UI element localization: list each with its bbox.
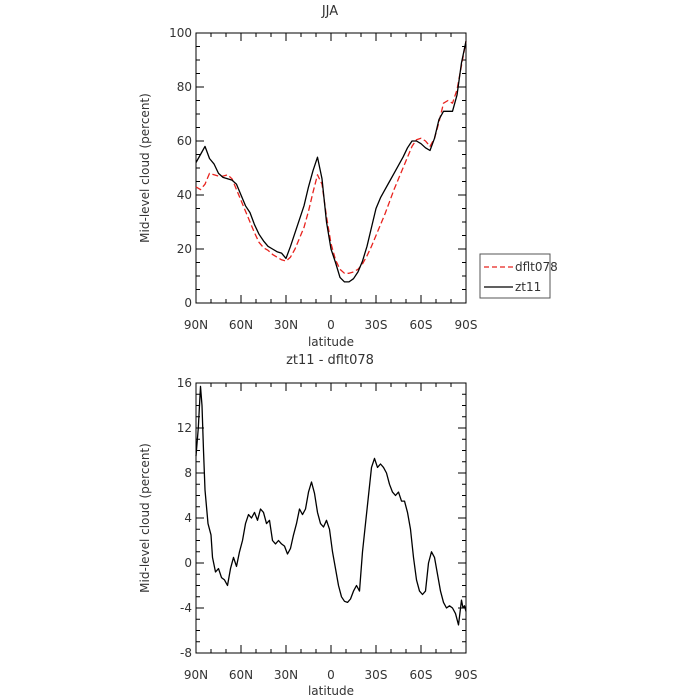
top-chart-x-tick-label: 0 <box>327 318 335 332</box>
bottom-chart-y-axis-label: Mid-level cloud (percent) <box>138 443 152 593</box>
bottom-chart-y-tick-label: 4 <box>184 511 192 525</box>
top-chart-x-tick-label: 30N <box>274 318 298 332</box>
top-chart-x-tick-label: 60S <box>410 318 433 332</box>
bottom-chart-y-tick-label: 0 <box>184 556 192 570</box>
top-chart-x-tick-label: 30S <box>365 318 388 332</box>
top-chart-title: JJA <box>321 4 338 19</box>
bottom-chart-y-tick-label: -4 <box>180 601 192 615</box>
bottom-chart-y-tick-labels: -8 -4 0 4 8 12 16 <box>177 376 192 660</box>
bottom-chart-plot-frame <box>195 382 467 654</box>
top-chart-x-tick-label: 90N <box>184 318 208 332</box>
bottom-chart-y-tick-label: 16 <box>177 376 192 390</box>
top-chart-tick-marks <box>195 32 467 304</box>
bottom-chart-x-axis-label: latitude <box>308 684 354 698</box>
bottom-chart-x-tick-label: 60S <box>410 668 433 682</box>
top-chart-series <box>195 40 467 283</box>
top-chart: JJA 0 20 40 60 80 100 90N 60N 30N 0 30S 60S 90S lat… <box>138 4 558 349</box>
legend-box <box>479 253 551 299</box>
bottom-chart-x-tick-labels: 90N 60N 30N 0 30S 60S 90S <box>184 668 478 682</box>
bottom-chart-y-tick-label: -8 <box>180 646 192 660</box>
bottom-chart: zt11 - dflt078 -8 -4 0 4 8 12 16 90N 60N 30N 0 30S… <box>138 353 477 698</box>
bottom-chart-x-tick-label: 90N <box>184 668 208 682</box>
top-chart-series-line-dflt078 <box>195 40 467 274</box>
bottom-chart-x-tick-label: 60N <box>229 668 253 682</box>
bottom-chart-y-tick-label: 12 <box>177 421 192 435</box>
top-chart-x-tick-label: 60N <box>229 318 253 332</box>
top-chart-y-tick-label: 80 <box>177 80 192 94</box>
top-chart-y-tick-label: 40 <box>177 188 192 202</box>
legend-label-zt11: zt11 <box>515 280 541 294</box>
top-chart-plot-frame <box>195 32 467 304</box>
top-chart-y-tick-labels: 0 20 40 60 80 100 <box>169 26 192 310</box>
bottom-chart-x-tick-label: 0 <box>327 668 335 682</box>
bottom-chart-series-line-series-0 <box>195 385 467 626</box>
legend-label-dflt078: dflt078 <box>515 260 558 274</box>
bottom-chart-y-tick-label: 8 <box>184 466 192 480</box>
bottom-chart-series <box>195 385 467 626</box>
top-chart-legend: dflt078 zt11 <box>479 253 558 299</box>
top-chart-x-axis-label: latitude <box>308 335 354 349</box>
top-chart-x-tick-labels: 90N 60N 30N 0 30S 60S 90S <box>184 318 478 332</box>
bottom-chart-title: zt11 - dflt078 <box>286 353 374 368</box>
bottom-chart-tick-marks <box>195 382 467 654</box>
top-chart-series-line-zt11 <box>195 40 467 283</box>
top-chart-y-tick-label: 0 <box>184 296 192 310</box>
bottom-chart-x-tick-label: 30N <box>274 668 298 682</box>
top-chart-y-tick-label: 20 <box>177 242 192 256</box>
top-chart-y-tick-label: 100 <box>169 26 192 40</box>
bottom-chart-x-tick-label: 90S <box>455 668 478 682</box>
top-chart-x-tick-label: 90S <box>455 318 478 332</box>
top-chart-y-axis-label: Mid-level cloud (percent) <box>138 93 152 243</box>
bottom-chart-x-tick-label: 30S <box>365 668 388 682</box>
top-chart-y-tick-label: 60 <box>177 134 192 148</box>
